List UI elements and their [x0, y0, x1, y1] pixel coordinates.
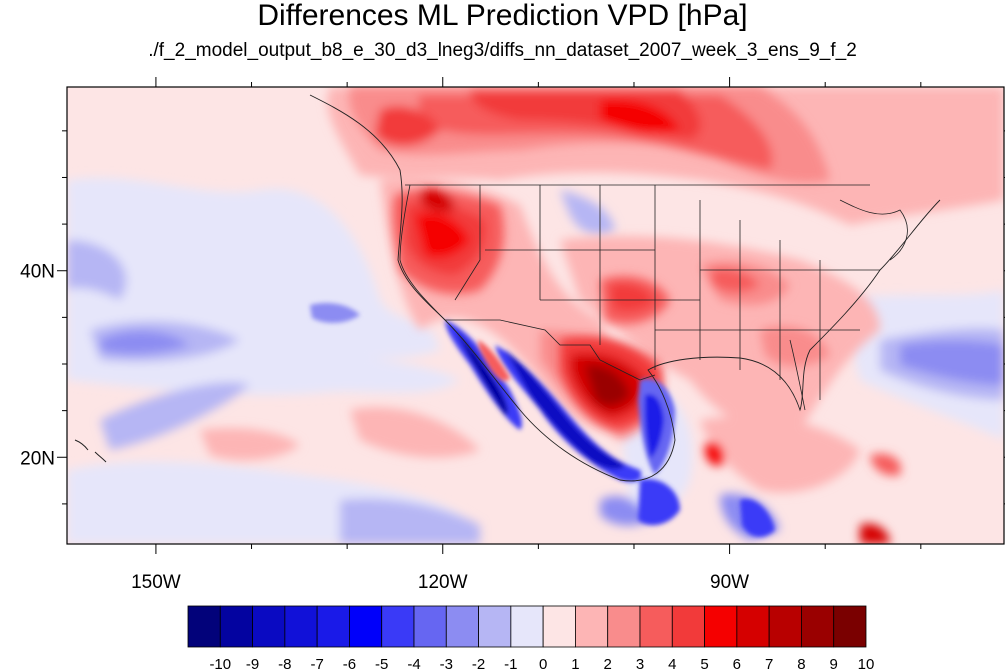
colorbar-label: 6 — [733, 656, 741, 672]
lon-tick-label: 90W — [710, 572, 749, 593]
colorbar-box — [542, 605, 576, 648]
colorbar-box — [639, 605, 673, 648]
colorbar-label: -5 — [375, 656, 388, 672]
plot-title: Differences ML Prediction VPD [hPa] — [257, 0, 748, 32]
colorbar-box — [187, 605, 221, 648]
plot-subtitle: ./f_2_model_output_b8_e_30_d3_lneg3/diff… — [148, 40, 857, 61]
colorbar-box — [510, 605, 544, 648]
map-frame — [66, 86, 1005, 545]
colorbar-label: 1 — [571, 656, 579, 672]
lon-tick-label: 150W — [131, 572, 181, 593]
colorbar: -10 -9 -8 -7 -6 -5 -4 -3 -2 -1 0 1 2 3 4 5 6 7 8 9 10 — [187, 605, 875, 672]
colorbar-label: -3 — [440, 656, 453, 672]
colorbar-box — [445, 605, 479, 648]
contour-field — [67, 87, 1004, 544]
colorbar-label: 4 — [668, 656, 676, 672]
boundaries — [399, 184, 908, 411]
colorbar-box — [801, 605, 835, 648]
coastline — [309, 94, 941, 482]
colorbar-label: -9 — [246, 656, 259, 672]
hawaii — [74, 439, 107, 463]
colorbar-box — [413, 605, 447, 648]
colorbar-box — [316, 605, 350, 648]
colorbar-box — [607, 605, 641, 648]
colorbar-box — [575, 605, 609, 648]
colorbar-box — [252, 605, 286, 648]
colorbar-label: 5 — [700, 656, 708, 672]
colorbar-label: 7 — [765, 656, 773, 672]
colorbar-box — [284, 605, 318, 648]
axis-ticks: 150W 120W 90W 40N 20N — [20, 77, 1005, 593]
colorbar-box — [671, 605, 705, 648]
lat-tick-label: 40N — [20, 262, 55, 283]
colorbar-box — [349, 605, 383, 648]
colorbar-label: -10 — [209, 656, 231, 672]
colorbar-label: 2 — [604, 656, 612, 672]
colorbar-box — [478, 605, 512, 648]
colorbar-label: 3 — [636, 656, 644, 672]
colorbar-label: -6 — [343, 656, 356, 672]
colorbar-label: -2 — [472, 656, 485, 672]
colorbar-label: -1 — [504, 656, 517, 672]
colorbar-label: 0 — [539, 656, 547, 672]
colorbar-label: 8 — [797, 656, 805, 672]
colorbar-box — [381, 605, 415, 648]
colorbar-box — [768, 605, 802, 648]
colorbar-box — [704, 605, 738, 648]
lat-tick-label: 20N — [20, 448, 55, 469]
lon-tick-label: 120W — [418, 572, 468, 593]
colorbar-box — [833, 605, 867, 648]
colorbar-label: -7 — [310, 656, 323, 672]
colorbar-label: 10 — [858, 656, 875, 672]
colorbar-label: 9 — [830, 656, 838, 672]
colorbar-label: -8 — [278, 656, 291, 672]
colorbar-label: -4 — [407, 656, 420, 672]
colorbar-box — [219, 605, 253, 648]
colorbar-box — [736, 605, 770, 648]
